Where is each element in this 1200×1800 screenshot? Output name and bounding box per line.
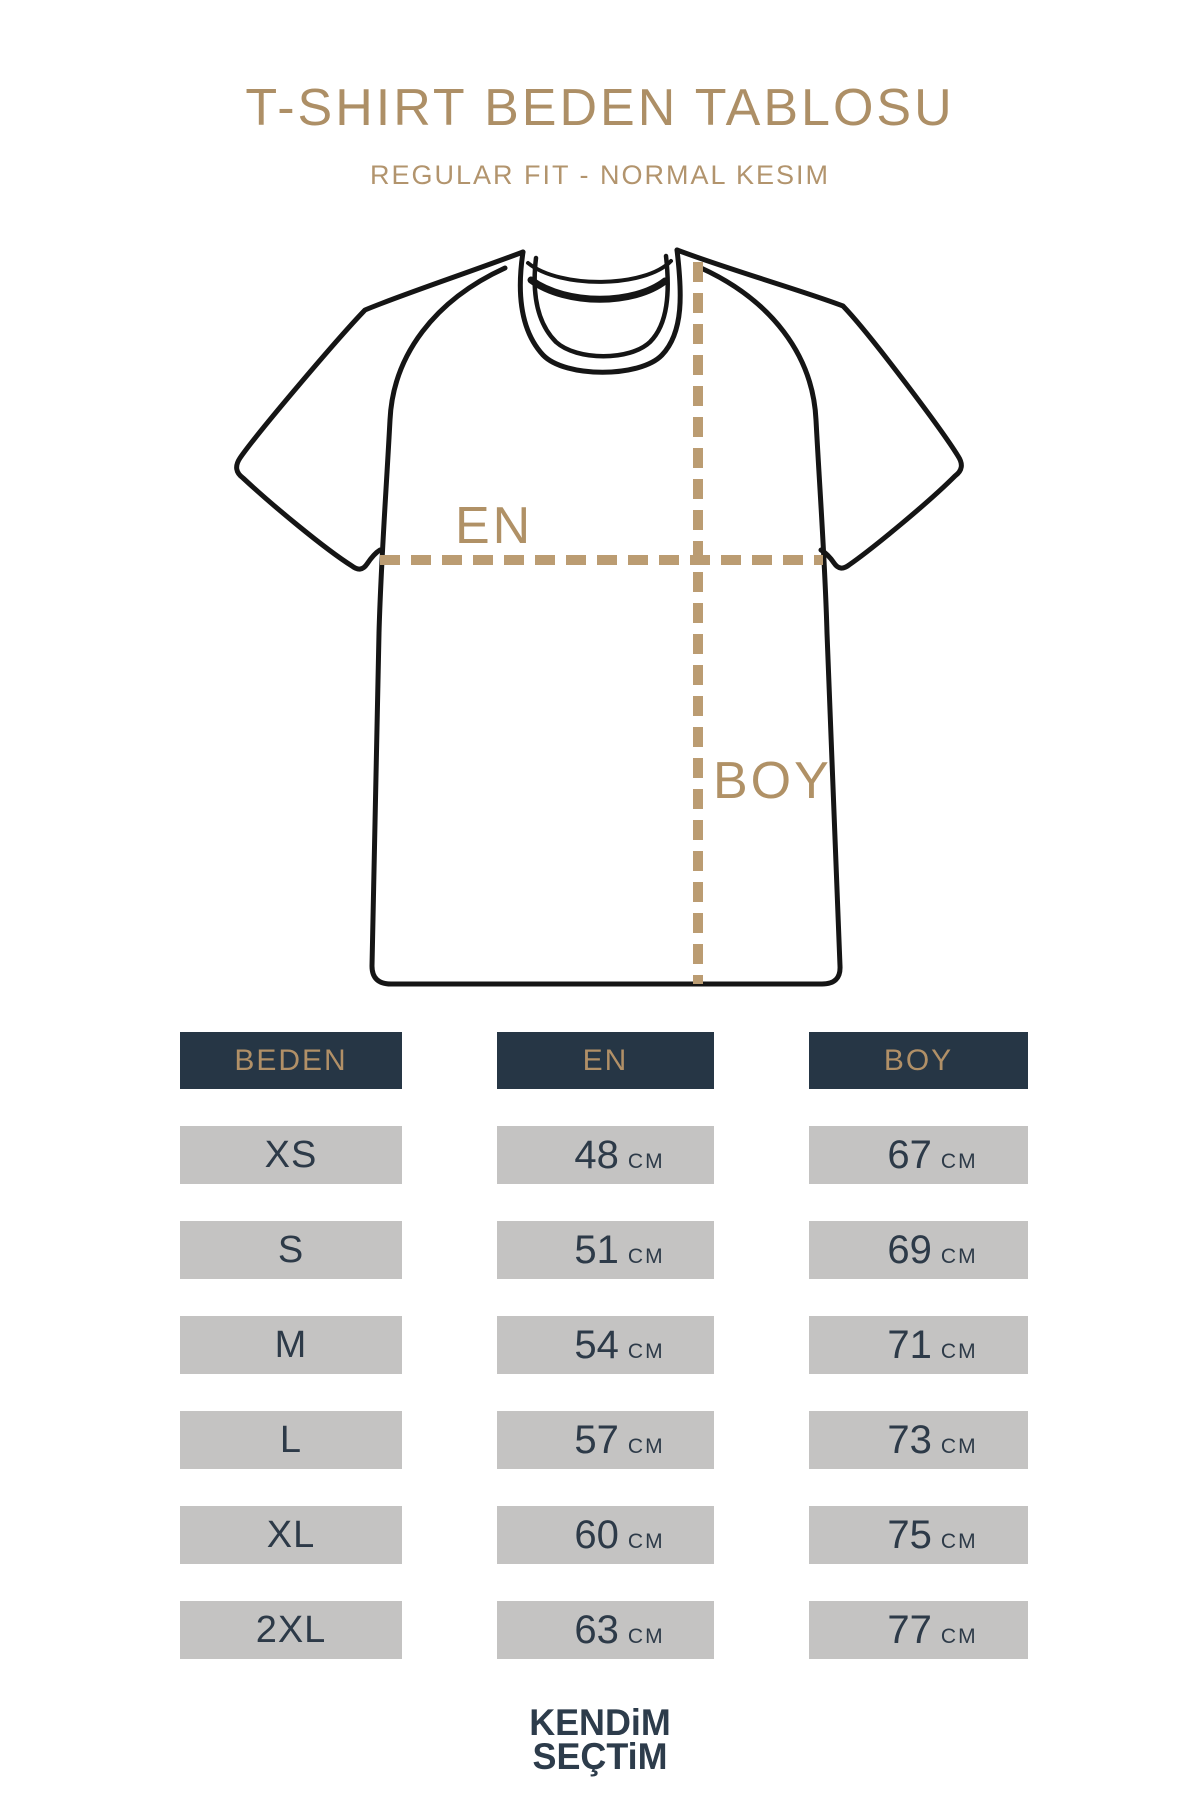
size-cell: S <box>180 1221 402 1279</box>
brand-logo-line1: KENDiM <box>529 1702 671 1743</box>
size-cell: XS <box>180 1126 402 1184</box>
size-cell: 2XL <box>180 1601 402 1659</box>
col-header-boy: BOY <box>809 1032 1028 1089</box>
brand-logo: KENDiM SEÇTiM <box>18 1702 1182 1777</box>
brand-logo-line2: SEÇTiM <box>532 1736 668 1777</box>
size-cell: XL <box>180 1506 402 1564</box>
unit-label: CM <box>627 1434 665 1458</box>
tshirt-collar-inner <box>532 253 670 359</box>
unit-label: CM <box>940 1624 978 1648</box>
unit-label: CM <box>940 1244 978 1268</box>
en-value: 60 <box>574 1512 619 1557</box>
unit-label: CM <box>940 1339 978 1363</box>
boy-value: 67 <box>887 1132 932 1177</box>
tshirt-collar-back-line <box>526 259 673 284</box>
unit-label: CM <box>940 1149 978 1173</box>
col-header-en: EN <box>497 1032 714 1089</box>
tshirt-collar-back-seam <box>527 276 669 303</box>
boy-value-cell: 77 CM <box>809 1601 1028 1659</box>
page-subtitle: REGULAR FIT - NORMAL KESIM <box>369 160 831 190</box>
boy-value: 75 <box>887 1512 932 1557</box>
en-value-cell: 48 CM <box>497 1126 714 1184</box>
boy-value: 69 <box>887 1227 932 1272</box>
unit-label: CM <box>627 1149 665 1173</box>
length-label: BOY <box>713 752 832 810</box>
tshirt-right-sleeve <box>674 247 964 571</box>
tshirt-collar-outer <box>517 247 683 375</box>
size-cell: M <box>180 1316 402 1374</box>
col-header-beden: BEDEN <box>180 1032 402 1089</box>
boy-value-cell: 73 CM <box>809 1411 1028 1469</box>
en-value-cell: 60 CM <box>497 1506 714 1564</box>
en-value: 57 <box>574 1417 619 1462</box>
page-title: T-SHIRT BEDEN TABLOSU <box>245 79 955 137</box>
en-value: 63 <box>574 1607 619 1652</box>
en-value-cell: 63 CM <box>497 1601 714 1659</box>
en-value: 51 <box>574 1227 619 1272</box>
tshirt-body-outline <box>369 265 843 987</box>
boy-value: 71 <box>887 1322 932 1367</box>
boy-value: 73 <box>887 1417 932 1462</box>
en-value-cell: 57 CM <box>497 1411 714 1469</box>
unit-label: CM <box>940 1434 978 1458</box>
unit-label: CM <box>627 1529 665 1553</box>
unit-label: CM <box>940 1529 978 1553</box>
unit-label: CM <box>627 1244 665 1268</box>
width-label: EN <box>455 497 534 555</box>
unit-label: CM <box>627 1624 665 1648</box>
tshirt-left-sleeve <box>234 249 526 572</box>
unit-label: CM <box>627 1339 665 1363</box>
size-cell: L <box>180 1411 402 1469</box>
en-value: 54 <box>574 1322 619 1367</box>
boy-value: 77 <box>887 1607 932 1652</box>
boy-value-cell: 67 CM <box>809 1126 1028 1184</box>
en-value: 48 <box>574 1132 619 1177</box>
en-value-cell: 51 CM <box>497 1221 714 1279</box>
boy-value-cell: 71 CM <box>809 1316 1028 1374</box>
en-value-cell: 54 CM <box>497 1316 714 1374</box>
tshirt-diagram <box>234 247 964 987</box>
boy-value-cell: 75 CM <box>809 1506 1028 1564</box>
boy-value-cell: 69 CM <box>809 1221 1028 1279</box>
